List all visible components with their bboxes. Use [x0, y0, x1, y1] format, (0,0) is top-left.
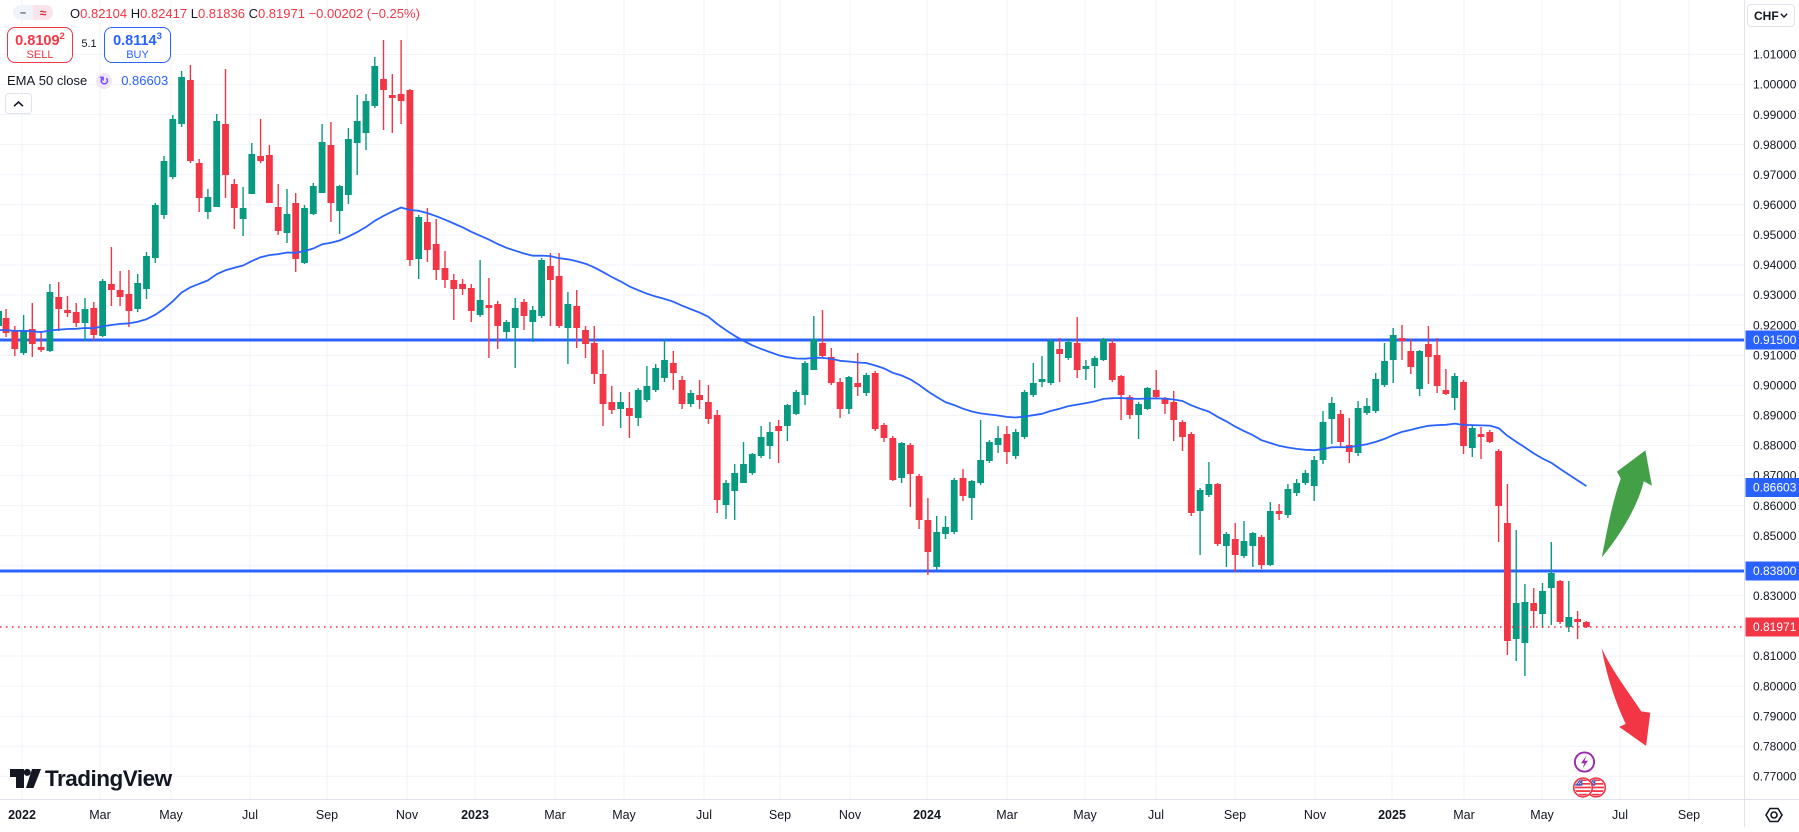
svg-text:0.89000: 0.89000	[1753, 409, 1797, 423]
svg-text:Sep: Sep	[316, 808, 338, 822]
svg-text:Mar: Mar	[544, 808, 566, 822]
svg-text:0.91500: 0.91500	[1753, 333, 1797, 347]
svg-text:0.93000: 0.93000	[1753, 288, 1797, 302]
svg-text:0.86603: 0.86603	[1753, 481, 1797, 495]
svg-text:0.83000: 0.83000	[1753, 589, 1797, 603]
svg-text:0.96000: 0.96000	[1753, 198, 1797, 212]
svg-text:Jul: Jul	[242, 808, 258, 822]
svg-text:1.00000: 1.00000	[1753, 78, 1797, 92]
svg-text:2023: 2023	[461, 808, 489, 822]
svg-text:Jul: Jul	[1148, 808, 1164, 822]
svg-text:0.97000: 0.97000	[1753, 168, 1797, 182]
svg-text:0.77000: 0.77000	[1753, 770, 1797, 784]
svg-text:0.98000: 0.98000	[1753, 138, 1797, 152]
svg-text:May: May	[1530, 808, 1554, 822]
svg-text:0.86000: 0.86000	[1753, 499, 1797, 513]
svg-text:Sep: Sep	[1678, 808, 1700, 822]
svg-text:0.81971: 0.81971	[1753, 620, 1797, 634]
svg-text:1.01000: 1.01000	[1753, 48, 1797, 62]
svg-text:Nov: Nov	[1304, 808, 1327, 822]
svg-text:0.80000: 0.80000	[1753, 679, 1797, 693]
svg-text:Sep: Sep	[769, 808, 791, 822]
svg-text:Mar: Mar	[89, 808, 111, 822]
svg-text:May: May	[159, 808, 183, 822]
svg-text:0.79000: 0.79000	[1753, 709, 1797, 723]
svg-text:0.92000: 0.92000	[1753, 318, 1797, 332]
svg-text:Sep: Sep	[1224, 808, 1246, 822]
svg-text:0.81000: 0.81000	[1753, 649, 1797, 663]
svg-text:0.90000: 0.90000	[1753, 379, 1797, 393]
svg-text:May: May	[1073, 808, 1097, 822]
svg-text:2024: 2024	[913, 808, 941, 822]
svg-text:2022: 2022	[8, 808, 36, 822]
svg-text:Mar: Mar	[996, 808, 1018, 822]
svg-text:0.88000: 0.88000	[1753, 439, 1797, 453]
svg-text:May: May	[612, 808, 636, 822]
svg-text:Mar: Mar	[1453, 808, 1475, 822]
svg-text:Jul: Jul	[696, 808, 712, 822]
svg-text:TradingView: TradingView	[45, 766, 173, 791]
svg-text:0.94000: 0.94000	[1753, 258, 1797, 272]
svg-text:2025: 2025	[1378, 808, 1406, 822]
svg-text:0.99000: 0.99000	[1753, 108, 1797, 122]
svg-text:Nov: Nov	[396, 808, 419, 822]
svg-text:0.83800: 0.83800	[1753, 564, 1797, 578]
svg-text:Jul: Jul	[1612, 808, 1628, 822]
svg-text:Nov: Nov	[839, 808, 862, 822]
svg-text:0.85000: 0.85000	[1753, 529, 1797, 543]
svg-text:0.78000: 0.78000	[1753, 739, 1797, 753]
svg-text:0.95000: 0.95000	[1753, 228, 1797, 242]
svg-text:0.91000: 0.91000	[1753, 348, 1797, 362]
